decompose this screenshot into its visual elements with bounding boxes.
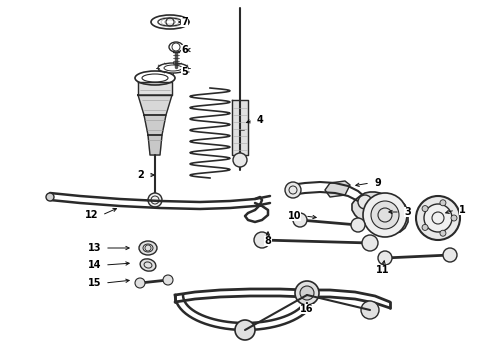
Circle shape [295,281,319,305]
Text: 4: 4 [257,115,264,125]
Circle shape [233,153,247,167]
Circle shape [422,206,428,212]
Circle shape [362,235,378,251]
Circle shape [351,218,365,232]
Circle shape [371,201,399,229]
Text: 12: 12 [84,210,98,220]
Circle shape [235,320,255,340]
Ellipse shape [140,259,156,271]
Circle shape [443,248,457,262]
Circle shape [135,278,145,288]
Text: 3: 3 [404,207,411,217]
Text: 11: 11 [376,265,390,275]
Polygon shape [144,115,166,135]
Circle shape [363,193,407,237]
Text: 8: 8 [265,236,271,246]
Text: 5: 5 [181,67,188,77]
Circle shape [254,232,270,248]
Circle shape [424,204,452,232]
Circle shape [163,275,173,285]
Circle shape [451,215,457,221]
Circle shape [358,195,372,209]
Text: 13: 13 [88,243,101,253]
Text: 16: 16 [300,304,314,314]
Text: 1: 1 [459,205,466,215]
Circle shape [416,196,460,240]
Circle shape [440,230,446,236]
Polygon shape [325,181,350,197]
Polygon shape [148,135,162,155]
Circle shape [148,193,162,207]
Circle shape [378,251,392,265]
Ellipse shape [139,241,157,255]
Text: 15: 15 [88,278,101,288]
Text: 14: 14 [88,260,101,270]
Circle shape [293,213,307,227]
Polygon shape [352,192,408,233]
Polygon shape [138,82,172,95]
Circle shape [440,200,446,206]
Text: 9: 9 [374,178,381,188]
Polygon shape [232,100,248,155]
Circle shape [285,182,301,198]
Text: 2: 2 [137,170,144,180]
Text: 10: 10 [288,211,301,221]
Text: 6: 6 [181,45,188,55]
Circle shape [361,301,379,319]
Circle shape [422,224,428,230]
Circle shape [46,193,54,201]
Text: 7: 7 [181,17,188,27]
Polygon shape [138,95,172,115]
Circle shape [300,286,314,300]
